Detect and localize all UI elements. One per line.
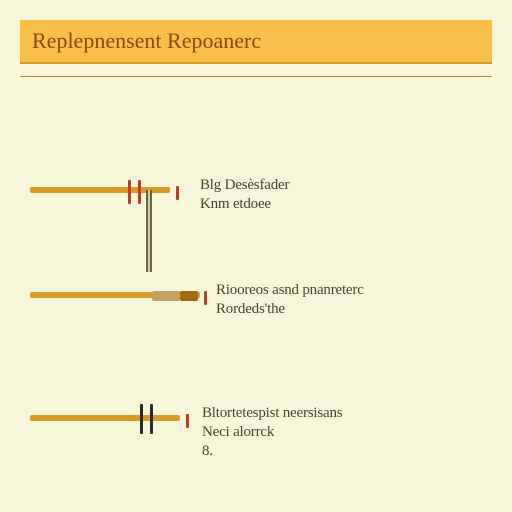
page: Replepnensent Repoanerc Blg Desèsfader K… xyxy=(0,0,512,512)
bar-segment xyxy=(180,291,198,301)
bar-segment xyxy=(30,415,180,421)
bar-segment xyxy=(152,291,180,301)
connector-line xyxy=(146,190,152,272)
tick-mark xyxy=(138,180,141,204)
item-label: Riooreos asnd pnanreterc Rordeds'the xyxy=(216,281,364,319)
item-label-line1: Bltortetespist neersisans xyxy=(202,405,342,421)
item-label-line2: Neci alorrck xyxy=(202,424,274,440)
tick-mark xyxy=(186,414,189,428)
tick-mark xyxy=(140,404,143,434)
item-label: Bltortetespist neersisans Neci alorrck 8… xyxy=(202,404,342,460)
header-bar: Replepnensent Repoanerc xyxy=(20,20,492,64)
tick-mark xyxy=(150,404,153,434)
body-area: Blg Desèsfader Knm etdoee Riooreos asnd … xyxy=(20,70,492,492)
item-label-line1: Riooreos asnd pnanreterc xyxy=(216,282,364,298)
divider xyxy=(20,76,492,77)
item-label-line2: Knm etdoee xyxy=(200,196,271,212)
page-title: Replepnensent Repoanerc xyxy=(32,28,261,54)
item-label-line1: Blg Desèsfader xyxy=(200,177,289,193)
tick-mark xyxy=(128,180,131,204)
tick-mark xyxy=(204,291,207,305)
tick-mark xyxy=(176,186,179,200)
item-label-line2: Rordeds'the xyxy=(216,301,285,317)
item-label: Blg Desèsfader Knm etdoee xyxy=(200,176,289,214)
item-label-prefix: 8. xyxy=(202,443,213,459)
